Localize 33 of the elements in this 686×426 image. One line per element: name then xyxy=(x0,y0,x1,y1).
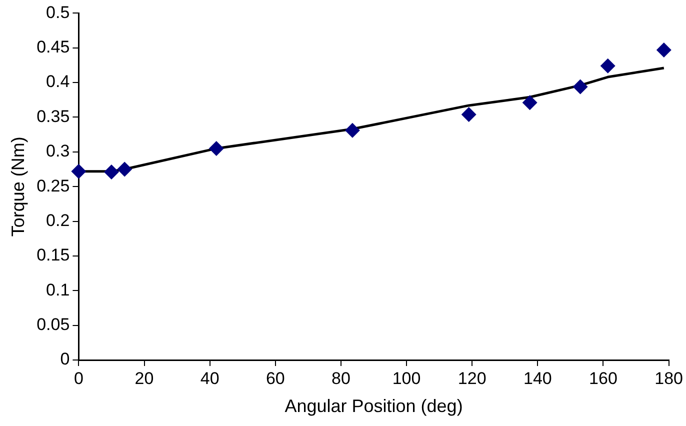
y-tick-label: 0.1 xyxy=(46,280,70,300)
y-tick-label: 0.15 xyxy=(36,246,70,265)
y-axis-title: Torque (Nm) xyxy=(8,136,28,237)
y-tick-label: 0.2 xyxy=(46,210,70,230)
point xyxy=(117,162,132,177)
y-tick-label: 0.5 xyxy=(46,2,70,22)
x-tick-label: 100 xyxy=(392,368,421,388)
x-tick-label: 140 xyxy=(523,368,552,388)
point xyxy=(104,164,119,180)
y-tick-label: 0.45 xyxy=(36,38,70,57)
x-tick-label: 40 xyxy=(200,368,220,388)
x-tick-label: 80 xyxy=(332,368,350,388)
point xyxy=(208,140,224,156)
point xyxy=(572,79,588,94)
y-tick-label: 0.05 xyxy=(36,315,70,334)
y-tick-label: 0 xyxy=(60,350,70,369)
y-tick-label: 0.35 xyxy=(36,106,70,126)
point xyxy=(656,42,672,58)
y-tick-label: 0.4 xyxy=(46,72,70,92)
x-tick-label: 180 xyxy=(654,368,684,388)
point xyxy=(461,106,476,122)
point xyxy=(344,122,360,138)
y-tick-label: 0.3 xyxy=(46,142,70,161)
x-tick-label: 0 xyxy=(74,368,84,388)
x-tick-label: 160 xyxy=(589,368,618,388)
x-tick-label: 20 xyxy=(134,368,154,388)
point xyxy=(71,164,86,179)
point xyxy=(522,95,538,110)
x-tick-label: 120 xyxy=(458,368,486,388)
y-tick-label: 0.25 xyxy=(36,176,70,196)
x-tick-label: 60 xyxy=(266,368,285,388)
x-axis-title: Angular Position (deg) xyxy=(284,396,463,416)
point xyxy=(600,58,616,74)
